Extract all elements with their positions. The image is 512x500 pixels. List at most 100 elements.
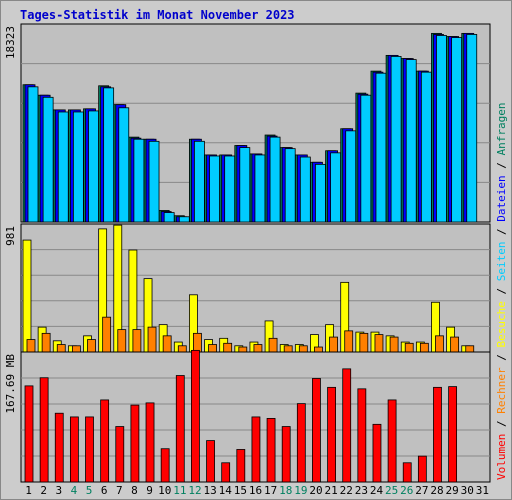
x-tick-label-24: 24 — [370, 484, 384, 497]
bar-seiten-13 — [209, 155, 220, 223]
bar-rechner-5 — [87, 339, 96, 353]
side-legend-entry: Anfragen — [495, 102, 508, 162]
bar-seiten-4 — [72, 111, 84, 223]
bar-rechner-3 — [56, 344, 66, 353]
bar-seiten-11 — [178, 216, 190, 223]
bar-rechner-20 — [314, 346, 323, 353]
bar-volumen-11 — [175, 375, 185, 483]
bar-rechner-10 — [162, 335, 172, 353]
x-tick-label-26: 26 — [400, 484, 413, 497]
bar-rechner-30 — [465, 345, 475, 353]
x-tick-label-11: 11 — [173, 484, 186, 497]
side-legend-entry: / — [495, 288, 508, 301]
side-legend-entry: / — [495, 354, 508, 367]
bar-rechner-4 — [71, 345, 81, 353]
x-tick-label-9: 9 — [146, 484, 153, 497]
x-tick-label-8: 8 — [131, 484, 138, 497]
bar-volumen-21 — [327, 386, 336, 483]
x-tick-label-1: 1 — [25, 484, 32, 497]
bar-seiten-17 — [269, 136, 281, 223]
bar-seiten-9 — [148, 140, 160, 223]
bar-rechner-29 — [450, 336, 460, 353]
bar-rechner-18 — [283, 345, 293, 353]
bar-volumen-14 — [221, 462, 231, 483]
x-tick-label-20: 20 — [309, 484, 322, 497]
bar-volumen-8 — [130, 404, 140, 483]
bar-volumen-6 — [100, 399, 110, 483]
bar-seiten-25 — [390, 56, 402, 223]
bar-seiten-18 — [284, 148, 296, 223]
bar-volumen-3 — [54, 412, 64, 483]
bar-rechner-11 — [177, 345, 187, 353]
bar-rechner-9 — [147, 326, 157, 353]
bar-seiten-10 — [163, 212, 175, 223]
bar-volumen-1 — [24, 385, 34, 483]
bar-seiten-23 — [360, 94, 372, 223]
bar-volumen-20 — [312, 378, 321, 483]
side-legend-entry: Seiten — [495, 242, 508, 288]
side-legend-entry: Rechner — [495, 367, 508, 420]
bar-volumen-13 — [206, 440, 215, 483]
x-tick-label-16: 16 — [249, 484, 262, 497]
bar-rechner-12 — [193, 332, 202, 353]
bar-rechner-16 — [253, 344, 263, 353]
bar-rechner-19 — [298, 345, 308, 353]
bar-seiten-5 — [88, 110, 99, 223]
side-legend-entry: Volumen — [495, 434, 508, 480]
bar-volumen-19 — [296, 403, 306, 483]
side-legend-entry: / — [495, 162, 508, 175]
x-tick-label-17: 17 — [264, 484, 277, 497]
bar-rechner-17 — [268, 337, 278, 353]
bar-volumen-22 — [342, 368, 352, 483]
bar-seiten-16 — [254, 154, 266, 223]
x-tick-label-12: 12 — [188, 484, 201, 497]
bar-seiten-28 — [436, 35, 447, 223]
bar-rechner-6 — [102, 316, 112, 353]
x-tick-label-13: 13 — [203, 484, 216, 497]
bar-volumen-28 — [433, 386, 442, 483]
bar-seiten-7 — [118, 107, 130, 223]
bar-seiten-26 — [405, 59, 417, 223]
side-legend: Volumen / Rechner / Besuche / Seiten / D… — [495, 102, 508, 480]
panel-requests-max-label: 18323 — [4, 26, 17, 59]
bar-volumen-24 — [372, 423, 382, 483]
bar-rechner-25 — [389, 336, 399, 353]
side-legend-entry: / — [495, 228, 508, 241]
x-tick-label-15: 15 — [234, 484, 247, 497]
bar-volumen-23 — [357, 388, 367, 483]
bar-seiten-1 — [27, 86, 39, 223]
bar-seiten-2 — [42, 96, 54, 223]
bar-seiten-8 — [133, 138, 145, 223]
bar-volumen-29 — [448, 386, 458, 483]
x-tick-label-5: 5 — [86, 484, 93, 497]
bar-volumen-26 — [402, 462, 412, 483]
bar-seiten-14 — [224, 155, 236, 223]
chart-title: Tages-Statistik im Monat November 2023 — [20, 8, 295, 22]
bar-seiten-19 — [299, 156, 311, 223]
x-tick-label-25: 25 — [385, 484, 398, 497]
bar-rechner-2 — [41, 332, 51, 353]
bar-volumen-10 — [160, 448, 170, 483]
bar-rechner-28 — [435, 335, 444, 353]
bar-seiten-12 — [194, 140, 205, 223]
bar-volumen-16 — [251, 416, 261, 483]
bar-rechner-15 — [238, 346, 248, 353]
bar-volumen-7 — [115, 426, 125, 483]
bar-rechner-23 — [359, 332, 369, 353]
bar-rechner-21 — [329, 336, 338, 353]
x-tick-label-14: 14 — [219, 484, 233, 497]
bar-rechner-7 — [117, 329, 127, 353]
bar-seiten-24 — [375, 72, 387, 223]
x-tick-label-3: 3 — [56, 484, 63, 497]
x-tick-label-18: 18 — [279, 484, 292, 497]
bar-seiten-3 — [57, 111, 69, 223]
x-tick-label-4: 4 — [71, 484, 78, 497]
bar-volumen-12 — [191, 349, 200, 483]
x-tick-label-22: 22 — [340, 484, 353, 497]
x-tick-label-23: 23 — [355, 484, 368, 497]
x-tick-label-2: 2 — [40, 484, 47, 497]
bar-rechner-13 — [208, 344, 217, 353]
x-tick-label-19: 19 — [294, 484, 307, 497]
